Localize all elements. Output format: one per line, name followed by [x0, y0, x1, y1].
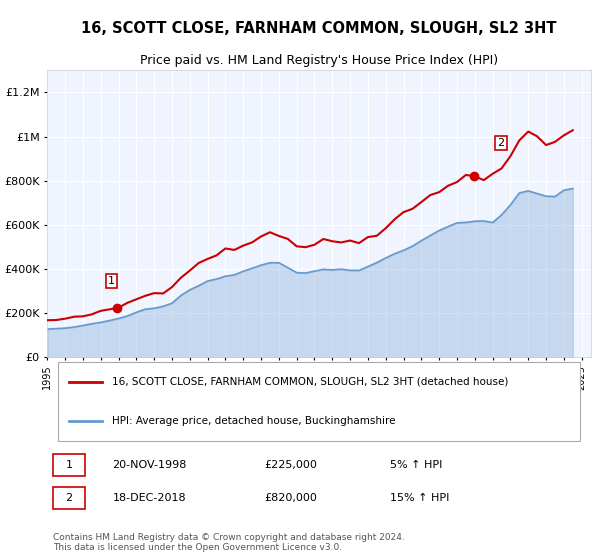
Text: 18-DEC-2018: 18-DEC-2018	[112, 493, 186, 503]
FancyBboxPatch shape	[53, 487, 85, 510]
Text: HPI: Average price, detached house, Buckinghamshire: HPI: Average price, detached house, Buck…	[112, 416, 396, 426]
Text: Contains HM Land Registry data © Crown copyright and database right 2024.
This d: Contains HM Land Registry data © Crown c…	[53, 533, 404, 552]
Text: 20-NOV-1998: 20-NOV-1998	[112, 460, 187, 470]
Text: 15% ↑ HPI: 15% ↑ HPI	[389, 493, 449, 503]
Text: 2: 2	[497, 138, 505, 148]
FancyBboxPatch shape	[53, 454, 85, 477]
Text: 16, SCOTT CLOSE, FARNHAM COMMON, SLOUGH, SL2 3HT: 16, SCOTT CLOSE, FARNHAM COMMON, SLOUGH,…	[81, 21, 557, 36]
Text: 5% ↑ HPI: 5% ↑ HPI	[389, 460, 442, 470]
Text: 16, SCOTT CLOSE, FARNHAM COMMON, SLOUGH, SL2 3HT (detached house): 16, SCOTT CLOSE, FARNHAM COMMON, SLOUGH,…	[112, 377, 509, 387]
Text: 1: 1	[108, 276, 115, 286]
Text: Price paid vs. HM Land Registry's House Price Index (HPI): Price paid vs. HM Land Registry's House …	[140, 54, 498, 67]
Text: 1: 1	[65, 460, 73, 470]
FancyBboxPatch shape	[58, 362, 580, 441]
Text: £820,000: £820,000	[265, 493, 317, 503]
Text: 2: 2	[65, 493, 73, 503]
Text: £225,000: £225,000	[265, 460, 317, 470]
